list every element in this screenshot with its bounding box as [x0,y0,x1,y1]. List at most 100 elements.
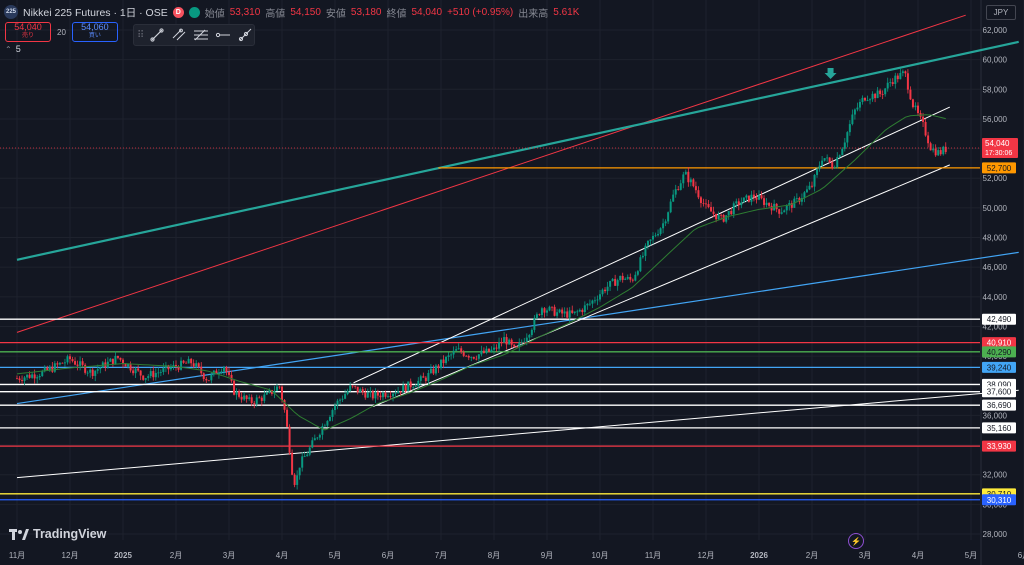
candle-body [447,355,450,357]
candle-body [901,71,904,73]
candle-body [409,381,412,388]
drag-handle-icon[interactable]: ⠿ [137,29,145,41]
candle-body [119,357,122,360]
symbol-title[interactable]: Nikkei 225 Futures · 1日 · OSE [23,6,168,19]
currency-selector[interactable]: JPY [986,5,1016,20]
candle-body [813,174,816,187]
candle-body [535,314,538,318]
down-arrow-marker[interactable] [824,67,837,79]
candle-body [737,201,740,206]
horizontal-ray-tool-icon[interactable] [213,27,232,43]
trendline[interactable] [16,251,1019,405]
ray-tool-icon[interactable] [235,27,254,43]
candle-body [63,362,66,364]
buy-price: 54,060 [81,22,109,32]
candle-body [816,169,819,175]
candle-body [682,174,685,184]
candle-body [702,202,705,204]
candle-body [851,114,854,125]
candle-body [381,392,384,398]
level-price-label: 38,090 [987,380,1012,389]
candle-body [548,306,551,311]
candle-body [215,370,218,375]
buy-button[interactable]: 54,060 買い [71,22,118,42]
candle-body [922,116,925,122]
trendline-tool-icon[interactable] [148,27,167,43]
candle-body [482,350,485,354]
candle-body [96,369,99,371]
candle-body [147,376,150,379]
candle-body [611,278,614,281]
candle-body [485,348,488,354]
trendline[interactable] [16,40,1019,261]
y-tick-label: 28,000 [983,530,1008,539]
candle-body [61,362,64,364]
brand-name: TradingView [33,527,107,541]
candle-body [909,89,912,100]
candle-body [31,374,34,378]
candle-body [530,329,533,336]
d-badge: D [172,6,184,18]
sell-button[interactable]: 54,040 売り [5,22,51,42]
bar-countdown-label: 17:30:06 [985,150,1012,157]
candle-body [222,367,225,372]
candle-body [831,162,834,169]
candle-body [240,396,243,400]
candle-body [684,171,687,175]
indicator-legend[interactable]: ⌃ 5 [5,44,21,54]
candle-body [116,355,119,358]
candle-body [543,308,546,313]
level-price-tag [982,494,1016,506]
lightning-icon[interactable]: ⚡ [848,533,864,549]
candle-body [46,367,49,371]
candle-body [351,385,354,387]
trendline[interactable] [16,14,966,333]
candle-body [275,386,278,391]
candle-body [328,416,331,421]
candle-body [677,189,680,190]
chevron-up-icon[interactable]: ⌃ [5,44,12,54]
candle-body [874,93,877,99]
candle-body [566,311,569,318]
candle-body [159,372,162,373]
x-tick-label: 2月 [806,551,818,560]
candle-body [833,167,836,169]
candle-body [758,195,760,200]
candle-body [195,363,198,367]
x-tick-label: 2026 [750,551,768,560]
candle-body [808,185,811,190]
fib-tool-icon[interactable] [192,27,211,43]
candle-body [838,155,841,158]
candle-body [500,342,503,344]
status-dot [188,6,200,18]
candle-body [730,211,733,215]
candle-body [111,358,114,365]
candle-body [122,359,124,364]
trendline[interactable] [353,106,951,384]
candle-body [192,363,195,367]
tradingview-logo[interactable]: TradingView [9,527,106,541]
candle-body [866,100,869,102]
candle-body [263,394,266,401]
candle-body [629,277,632,280]
candle-body [419,376,422,381]
candle-body [28,374,31,378]
volume-value: 5.61K [553,6,580,18]
parallel-channel-tool-icon[interactable] [170,27,189,43]
candle-body [281,386,283,401]
candle-body [18,378,21,381]
candle-body [288,426,291,453]
x-tick-label: 8月 [488,551,500,560]
level-price-label: 35,160 [987,424,1012,433]
candle-body [596,299,599,301]
candle-body [341,398,344,400]
candle-body [74,361,77,365]
candle-body [185,362,188,364]
open-value: 53,310 [229,6,261,18]
candle-body [457,348,460,350]
candle-body [755,197,758,200]
candle-body [765,202,768,205]
candle-body [197,363,200,367]
candle-body [662,223,665,229]
